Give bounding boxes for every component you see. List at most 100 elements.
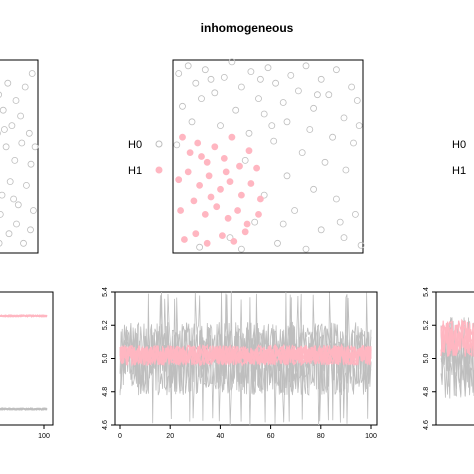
point-h0 bbox=[184, 62, 192, 70]
y-tick-label: 5.2 bbox=[423, 320, 430, 330]
point-h0 bbox=[251, 218, 259, 226]
point-h0 bbox=[332, 66, 340, 74]
point-h0 bbox=[179, 102, 186, 110]
point-h1 bbox=[247, 180, 255, 187]
point-h0 bbox=[325, 91, 333, 99]
point-h1 bbox=[186, 149, 194, 157]
point-h0 bbox=[245, 129, 253, 137]
y-tick-label: 4.6 bbox=[102, 420, 109, 430]
y-tick-label: 5.0 bbox=[102, 354, 109, 364]
point-h0 bbox=[310, 185, 318, 193]
point-h0 bbox=[260, 110, 268, 118]
point-h0 bbox=[25, 129, 33, 137]
point-h0 bbox=[27, 226, 34, 234]
point-h0 bbox=[201, 66, 209, 74]
point-h0 bbox=[310, 104, 318, 112]
point-h0 bbox=[12, 97, 20, 104]
point-h0 bbox=[13, 220, 20, 228]
point-h0 bbox=[350, 139, 357, 147]
point-h1 bbox=[230, 237, 238, 245]
point-h0 bbox=[21, 83, 29, 91]
legend-label-h0: H0 bbox=[128, 139, 142, 151]
point-h0 bbox=[287, 72, 295, 79]
point-h0 bbox=[14, 201, 22, 209]
point-h0 bbox=[211, 89, 219, 97]
point-h0 bbox=[22, 181, 30, 189]
point-h0 bbox=[11, 156, 19, 164]
y-axis: 4.6 4.8 5.0 5.2 5.4 bbox=[423, 287, 436, 430]
panel-top-center: H0 H1 bbox=[128, 58, 365, 254]
point-h0 bbox=[0, 91, 2, 98]
point-h1 bbox=[226, 178, 234, 186]
x-tick-label: 80 bbox=[317, 433, 325, 440]
point-h1 bbox=[180, 236, 188, 243]
point-h1 bbox=[201, 210, 209, 218]
point-h0 bbox=[217, 122, 224, 129]
plot-frame bbox=[0, 291, 54, 426]
point-h0 bbox=[294, 87, 302, 95]
panel-bottom-left: 100 bbox=[0, 291, 54, 440]
point-h0 bbox=[8, 122, 16, 129]
point-h0 bbox=[228, 58, 236, 66]
point-h0 bbox=[279, 220, 287, 228]
point-h1 bbox=[213, 203, 221, 211]
point-h0 bbox=[0, 240, 3, 247]
points-group bbox=[0, 70, 39, 247]
point-h1 bbox=[203, 239, 211, 247]
legend-marker-h0 bbox=[155, 140, 163, 148]
point-h0 bbox=[291, 207, 299, 214]
point-h0 bbox=[207, 75, 215, 83]
point-h0 bbox=[355, 122, 363, 129]
point-h1 bbox=[245, 147, 253, 155]
plot-frame bbox=[0, 59, 39, 254]
series-line-h1 bbox=[0, 314, 48, 318]
point-h0 bbox=[0, 106, 7, 114]
x-tick-label: 20 bbox=[166, 433, 174, 440]
point-h0 bbox=[188, 118, 196, 126]
point-h0 bbox=[298, 149, 306, 157]
series-group bbox=[0, 314, 48, 411]
x-axis: 0 20 40 60 80 100 bbox=[118, 425, 377, 440]
x-tick-label: 100 bbox=[365, 433, 377, 440]
series-line-h1 bbox=[119, 343, 372, 367]
point-h1 bbox=[253, 164, 261, 172]
point-h0 bbox=[306, 126, 314, 133]
point-h1 bbox=[222, 168, 230, 176]
point-h0 bbox=[357, 241, 365, 249]
point-h1 bbox=[218, 232, 226, 240]
point-h0 bbox=[241, 156, 249, 164]
y-tick-label: 5.0 bbox=[423, 354, 430, 364]
point-h0 bbox=[348, 83, 356, 91]
point-h0 bbox=[30, 207, 37, 214]
point-h0 bbox=[196, 243, 204, 251]
x-tick-label: 60 bbox=[267, 433, 275, 440]
points-group bbox=[173, 58, 365, 253]
panel-bottom-center: 0 20 40 60 80 100 4.6 4.8 5.0 5.2 5.4 bbox=[102, 287, 378, 440]
y-tick-label: 4.6 bbox=[423, 420, 430, 430]
plot-frame bbox=[172, 59, 364, 254]
x-tick-label: 100 bbox=[38, 433, 50, 440]
point-h1 bbox=[255, 210, 262, 218]
series-line-h1 bbox=[440, 321, 474, 356]
point-h0 bbox=[340, 114, 348, 122]
point-h0 bbox=[247, 68, 255, 75]
legend-label-h1: H1 bbox=[128, 165, 142, 177]
point-h0 bbox=[329, 133, 337, 141]
point-h1 bbox=[243, 220, 251, 228]
point-h1 bbox=[207, 193, 215, 201]
point-h0 bbox=[175, 70, 183, 77]
point-h0 bbox=[351, 210, 359, 218]
y-tick-label: 5.4 bbox=[102, 287, 109, 297]
point-h0 bbox=[317, 75, 325, 83]
point-h0 bbox=[279, 99, 287, 106]
series-group bbox=[440, 316, 474, 399]
point-h0 bbox=[0, 211, 4, 218]
point-h1 bbox=[205, 172, 213, 180]
point-h0 bbox=[6, 178, 14, 186]
point-h1 bbox=[256, 195, 264, 203]
panel-top-left bbox=[0, 59, 39, 254]
point-h0 bbox=[283, 118, 291, 126]
y-tick-label: 4.8 bbox=[102, 387, 109, 397]
point-h0 bbox=[264, 64, 272, 72]
